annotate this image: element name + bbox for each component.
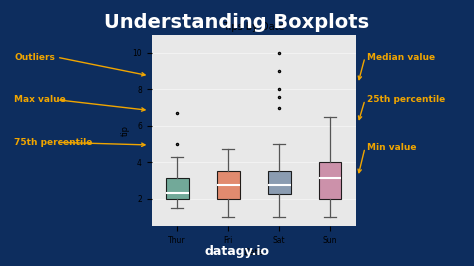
Text: 25th percentile: 25th percentile	[367, 95, 446, 104]
Text: Median value: Median value	[367, 53, 436, 62]
Text: datagy.io: datagy.io	[204, 245, 270, 258]
Text: Max value: Max value	[14, 95, 66, 104]
PathPatch shape	[166, 178, 189, 199]
Text: Understanding Boxplots: Understanding Boxplots	[104, 13, 370, 32]
PathPatch shape	[268, 171, 291, 194]
PathPatch shape	[319, 162, 341, 199]
Title: Tips by Date: Tips by Date	[223, 22, 284, 32]
X-axis label: Date: Date	[244, 248, 264, 257]
Y-axis label: tip: tip	[120, 125, 129, 136]
Text: Outliers: Outliers	[14, 53, 55, 62]
Text: Min value: Min value	[367, 143, 417, 152]
Text: 75th percentile: 75th percentile	[14, 138, 92, 147]
PathPatch shape	[217, 171, 239, 199]
